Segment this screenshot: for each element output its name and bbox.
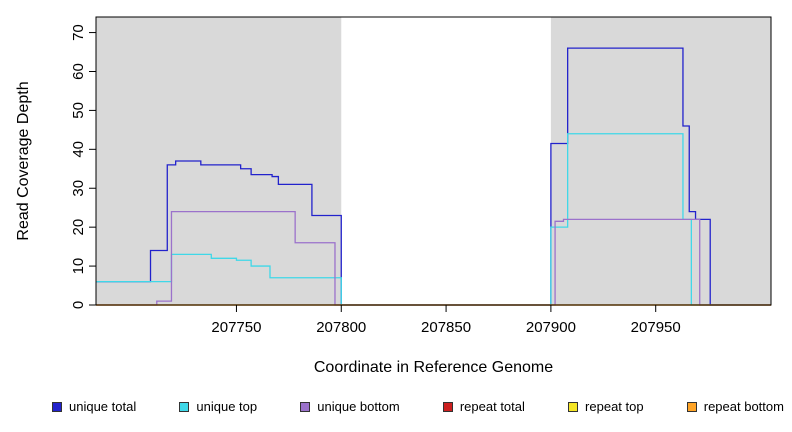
legend-item-repeat-top: repeat top (568, 399, 644, 414)
legend-item-repeat-total: repeat total (442, 399, 525, 414)
legend-label: repeat total (459, 399, 525, 414)
x-axis-label: Coordinate in Reference Genome (314, 359, 553, 376)
y-tick-label: 60 (70, 63, 87, 80)
legend-label: unique bottom (317, 399, 400, 414)
series-unique-bottom (96, 210, 771, 306)
y-tick-label: 20 (70, 219, 87, 236)
plot-box (95, 16, 772, 306)
x-tick-label: 207900 (526, 319, 576, 336)
y-tick-label: 30 (70, 180, 87, 197)
shaded-region-0 (96, 17, 342, 305)
legend-label: unique total (69, 399, 137, 414)
y-tick-label: 50 (70, 102, 87, 119)
legend-label: repeat top (585, 399, 644, 414)
legend-item-unique-top: unique top (179, 399, 257, 414)
legend-swatch-unique-total (52, 401, 62, 412)
y-tick-label: 70 (70, 24, 87, 41)
legend-item-repeat-bottom: repeat bottom (686, 399, 784, 414)
legend-swatch-repeat-top (568, 401, 579, 412)
legend-label: unique top (196, 399, 258, 414)
y-tick-label: 0 (70, 301, 87, 309)
y-axis-label: Read Coverage Depth (15, 81, 32, 240)
legend-item-unique-total: unique total (52, 399, 136, 414)
shaded-region-1 (550, 17, 771, 305)
legend-item-unique-bottom: unique bottom (300, 399, 400, 414)
series-unique-total (96, 47, 771, 306)
legend-swatch-repeat-total (442, 401, 453, 412)
x-tick-label: 207850 (421, 319, 471, 336)
x-tick-label: 207950 (631, 319, 681, 336)
legend-label: repeat bottom (703, 399, 784, 414)
legend-swatch-unique-bottom (300, 401, 311, 412)
y-tick-label: 40 (70, 141, 87, 158)
series-unique-top (96, 133, 771, 306)
legend-swatch-unique-top (179, 401, 190, 412)
legend: unique total unique top unique bottom repea… (52, 399, 784, 414)
x-tick-label: 207750 (211, 319, 261, 336)
x-tick-label: 207800 (316, 319, 366, 336)
y-tick-label: 10 (70, 258, 87, 275)
legend-swatch-repeat-bottom (686, 401, 697, 412)
